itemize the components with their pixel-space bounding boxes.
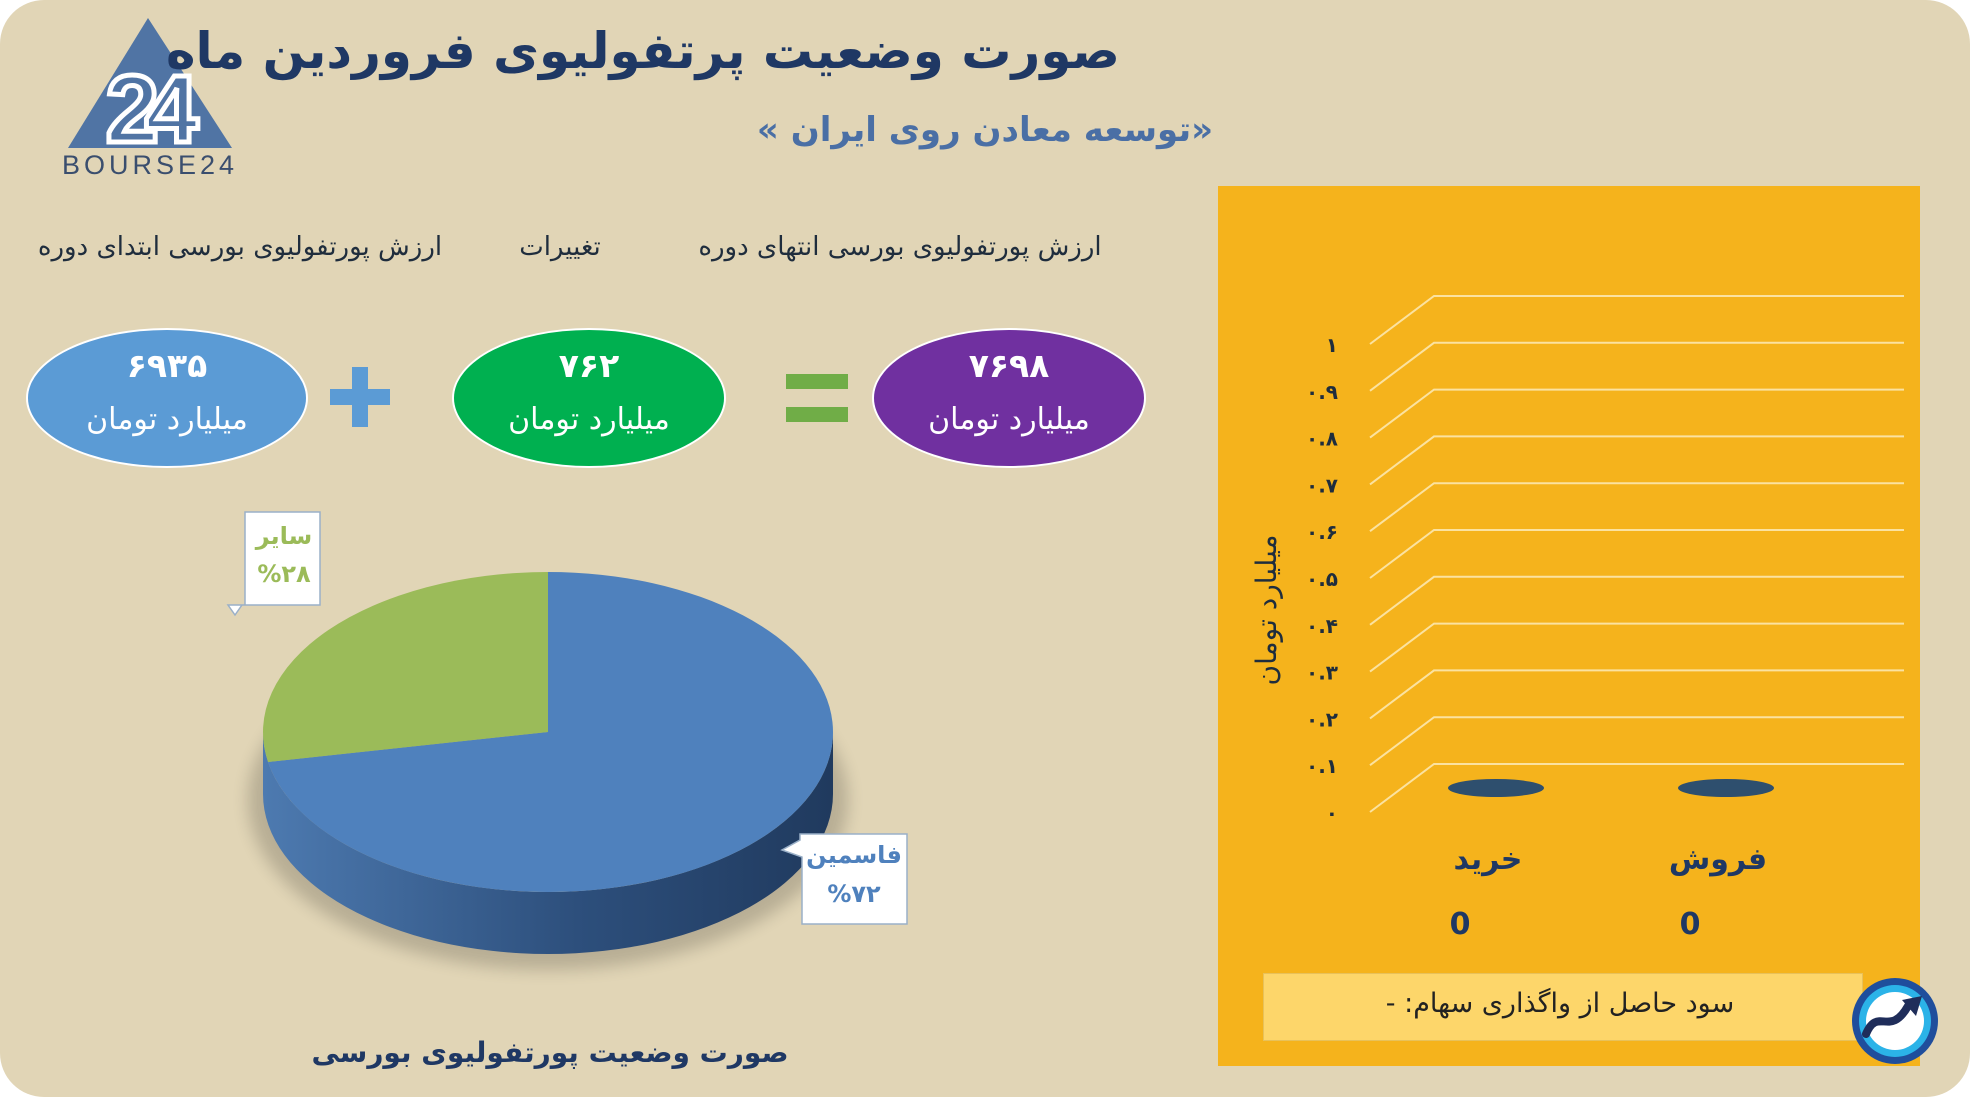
gridline bbox=[1369, 669, 1904, 720]
gridline bbox=[1369, 575, 1904, 626]
trend-logo-icon bbox=[1852, 978, 1938, 1064]
y-tick-label: ۰.۱ bbox=[1306, 754, 1338, 778]
bar-value-label: 0 bbox=[1680, 907, 1701, 942]
end-value-ellipse: ۷۶۹۸ میلیارد تومان bbox=[872, 328, 1146, 468]
bar-sell bbox=[1678, 779, 1774, 797]
end-value-label: ارزش پورتفولیوی بورسی انتهای دوره bbox=[698, 232, 1102, 262]
slice-label-fasmin: فاسمین %۷۲ bbox=[780, 833, 908, 925]
x-category-label: فروش bbox=[1669, 842, 1767, 877]
end-value-unit: میلیارد تومان bbox=[928, 402, 1090, 437]
change-label: تغییرات bbox=[519, 232, 601, 262]
pie-side-band bbox=[263, 732, 833, 954]
start-value: ۶۹۳۵ bbox=[126, 346, 208, 385]
y-tick-label: ۰.۷ bbox=[1306, 473, 1338, 497]
gridline bbox=[1369, 435, 1904, 486]
pie-3d-side bbox=[263, 732, 833, 954]
slice-fasmin-name: فاسمین bbox=[806, 841, 902, 869]
plus-icon bbox=[330, 367, 390, 427]
start-value-unit: میلیارد تومان bbox=[86, 402, 248, 437]
gridline bbox=[1369, 482, 1904, 533]
pie-slice-fasmin bbox=[268, 572, 834, 892]
gridline bbox=[1369, 529, 1904, 579]
start-value-label: ارزش پورتفولیوی بورسی ابتدای دوره bbox=[37, 232, 443, 262]
gridline bbox=[1369, 763, 1904, 813]
y-tick-label: ۱ bbox=[1326, 333, 1338, 357]
slice-others-name: سایر bbox=[255, 522, 313, 550]
change-value-ellipse: ۷۶۲ میلیارد تومان bbox=[452, 328, 726, 468]
y-axis-label: میلیارد تومان bbox=[1250, 535, 1283, 686]
bar-marks bbox=[1448, 779, 1774, 797]
portfolio-pie-chart: سایر %۲۸ فاسمین %۷۲ bbox=[226, 511, 908, 970]
y-tick-label: ۰.۲ bbox=[1306, 707, 1338, 731]
y-tick-label: ۰.۵ bbox=[1306, 567, 1338, 591]
change-value: ۷۶۲ bbox=[558, 346, 620, 385]
logo-wordmark: BOURSE24 bbox=[61, 150, 239, 180]
pie-slices bbox=[263, 572, 834, 892]
y-tick-label: ۰.۴ bbox=[1306, 614, 1338, 638]
change-value-unit: میلیارد تومان bbox=[508, 402, 670, 437]
y-tick-label: ۰.۸ bbox=[1306, 427, 1338, 451]
gridline bbox=[1369, 716, 1904, 767]
pie-slice-others bbox=[263, 572, 548, 762]
equals-icon bbox=[786, 374, 848, 422]
page-title: صورت وضعیت پرتفولیوی فروردین ماه bbox=[165, 22, 1120, 80]
x-axis-categories: خرید فروش bbox=[1454, 842, 1768, 877]
y-tick-label: ۰.۳ bbox=[1306, 661, 1338, 685]
bourse24-logo: 24 bbox=[68, 18, 232, 166]
bar-buy bbox=[1448, 779, 1544, 797]
gridline bbox=[1369, 622, 1904, 673]
gridline bbox=[1369, 341, 1904, 392]
slice-fasmin-value: %۷۲ bbox=[827, 880, 881, 908]
y-tick-label: ۰ bbox=[1326, 801, 1338, 825]
trade-bar-chart: ۰ ۰.۱ ۰.۲ ۰.۳ ۰.۴ ۰.۵ ۰.۶ ۰.۷ ۰.۸ ۰.۹ ۱ میلیارد تو… bbox=[1250, 295, 1904, 942]
gridline bbox=[1369, 388, 1904, 439]
note-box bbox=[1263, 973, 1863, 1041]
bar-value-label: 0 bbox=[1450, 907, 1471, 942]
chart-gridlines bbox=[1369, 295, 1904, 813]
share-divestment-profit-note: سود حاصل از واگذاری سهام: - bbox=[1385, 988, 1735, 1019]
y-axis-ticks: ۰ ۰.۱ ۰.۲ ۰.۳ ۰.۴ ۰.۵ ۰.۶ ۰.۷ ۰.۸ ۰.۹ ۱ bbox=[1306, 333, 1338, 825]
slice-others-value: %۲۸ bbox=[257, 560, 311, 588]
y-tick-label: ۰.۹ bbox=[1306, 380, 1338, 404]
end-value: ۷۶۹۸ bbox=[968, 346, 1050, 385]
pie-chart-caption: صورت وضعیت پورتفولیوی بورسی bbox=[311, 1036, 789, 1069]
slice-label-others: سایر %۲۸ bbox=[226, 511, 321, 617]
start-value-ellipse: ۶۹۳۵ میلیارد تومان bbox=[26, 328, 308, 468]
gridline bbox=[1369, 295, 1904, 345]
y-tick-label: ۰.۶ bbox=[1306, 520, 1338, 544]
x-category-label: خرید bbox=[1454, 842, 1523, 877]
page-subtitle: «توسعه معادن روی ایران » bbox=[756, 110, 1214, 150]
trade-chart-panel bbox=[1218, 186, 1920, 1066]
